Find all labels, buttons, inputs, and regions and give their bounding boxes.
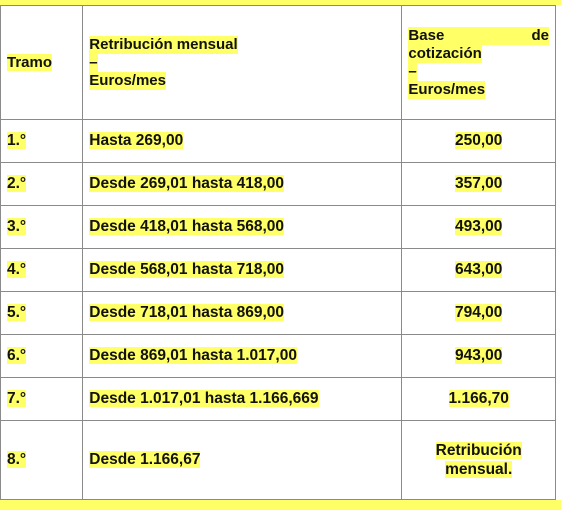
table-cell: Desde 269,01 hasta 418,00	[82, 162, 403, 206]
header-text: –	[89, 53, 98, 72]
cell-text: Hasta 269,00	[89, 132, 184, 149]
table-cell: 943,00	[401, 334, 556, 378]
contribution-table: Tramo Retribución mensual – Euros/mes Ba…	[0, 5, 556, 500]
header-text: Retribución mensual	[89, 35, 238, 54]
cell-text: 357,00	[455, 175, 503, 192]
table-cell: 1.166,70	[401, 377, 556, 421]
table-cell: Desde 418,01 hasta 568,00	[82, 205, 403, 249]
table-row: 2.° Desde 269,01 hasta 418,00 357,00	[0, 162, 556, 206]
header-row: Tramo Retribución mensual – Euros/mes Ba…	[0, 5, 556, 120]
table-cell: Desde 869,01 hasta 1.017,00	[82, 334, 403, 378]
cell-text: Desde 1.166,67	[89, 451, 201, 468]
top-highlight	[0, 0, 561, 5]
cell-text: Retribución	[435, 442, 522, 459]
cell-text: 2.°	[7, 175, 27, 192]
table-row: 4.° Desde 568,01 hasta 718,00 643,00	[0, 248, 556, 292]
table-cell: 794,00	[401, 291, 556, 335]
table-cell: 8.°	[0, 420, 84, 500]
header-cell: Base de cotización – Euros/mes	[401, 5, 556, 120]
cell-text: 1.°	[7, 132, 27, 149]
cell-text: Desde 418,01 hasta 568,00	[89, 218, 285, 235]
cell-text: Desde 718,01 hasta 869,00	[89, 304, 285, 321]
cell-text: 493,00	[455, 218, 503, 235]
table-cell: Desde 1.017,01 hasta 1.166,669	[82, 377, 403, 421]
cell-text: 8.°	[7, 451, 27, 468]
header-cell: Tramo	[0, 5, 84, 120]
table-cell: Desde 568,01 hasta 718,00	[82, 248, 403, 292]
bottom-highlight	[0, 500, 561, 510]
table-cell: 643,00	[401, 248, 556, 292]
table-cell: 493,00	[401, 205, 556, 249]
cell-text: 250,00	[455, 132, 503, 149]
cell-text: Desde 568,01 hasta 718,00	[89, 261, 285, 278]
cell-text: mensual.	[445, 461, 513, 478]
table-row: 1.° Hasta 269,00 250,00	[0, 119, 556, 163]
cell-text: 1.166,70	[448, 390, 509, 407]
table-cell: Desde 718,01 hasta 869,00	[82, 291, 403, 335]
table-cell: Retribución mensual.	[401, 420, 556, 500]
cell-text: 4.°	[7, 261, 27, 278]
table-cell: Desde 1.166,67	[82, 420, 403, 500]
cell-text: 943,00	[455, 347, 503, 364]
table-cell: 5.°	[0, 291, 84, 335]
table-cell: Hasta 269,00	[82, 119, 403, 163]
cell-text: 643,00	[455, 261, 503, 278]
cell-text: 3.°	[7, 218, 27, 235]
table-row: 7.° Desde 1.017,01 hasta 1.166,669 1.166,7…	[0, 377, 556, 421]
table-row: 8.° Desde 1.166,67 Retribución mensual.	[0, 420, 556, 500]
cell-lines: Retribución mensual.	[435, 441, 522, 479]
header-text: Euros/mes	[408, 80, 486, 99]
cell-text: 794,00	[455, 304, 503, 321]
cell-text: Desde 869,01 hasta 1.017,00	[89, 347, 297, 364]
table-cell: 3.°	[0, 205, 84, 249]
cell-text: 6.°	[7, 347, 27, 364]
table-cell: 6.°	[0, 334, 84, 378]
cell-text: Desde 269,01 hasta 418,00	[89, 175, 285, 192]
cell-text: 7.°	[7, 390, 27, 407]
header-text: cotización	[408, 44, 482, 63]
table-cell: 250,00	[401, 119, 556, 163]
table-cell: 7.°	[0, 377, 84, 421]
table-row: 5.° Desde 718,01 hasta 869,00 794,00	[0, 291, 556, 335]
table-cell: 4.°	[0, 248, 84, 292]
cell-text: Desde 1.017,01 hasta 1.166,669	[89, 390, 319, 407]
cell-text: 5.°	[7, 304, 27, 321]
table-row: 3.° Desde 418,01 hasta 568,00 493,00	[0, 205, 556, 249]
table-cell: 1.°	[0, 119, 84, 163]
header-text: –	[408, 62, 417, 81]
table-cell: 2.°	[0, 162, 84, 206]
header-cell: Retribución mensual – Euros/mes	[82, 5, 403, 120]
table-cell: 357,00	[401, 162, 556, 206]
table-row: 6.° Desde 869,01 hasta 1.017,00 943,00	[0, 334, 556, 378]
header-text: Tramo	[7, 54, 53, 71]
header-text: Euros/mes	[89, 71, 166, 90]
header-text: Base de	[408, 26, 549, 45]
